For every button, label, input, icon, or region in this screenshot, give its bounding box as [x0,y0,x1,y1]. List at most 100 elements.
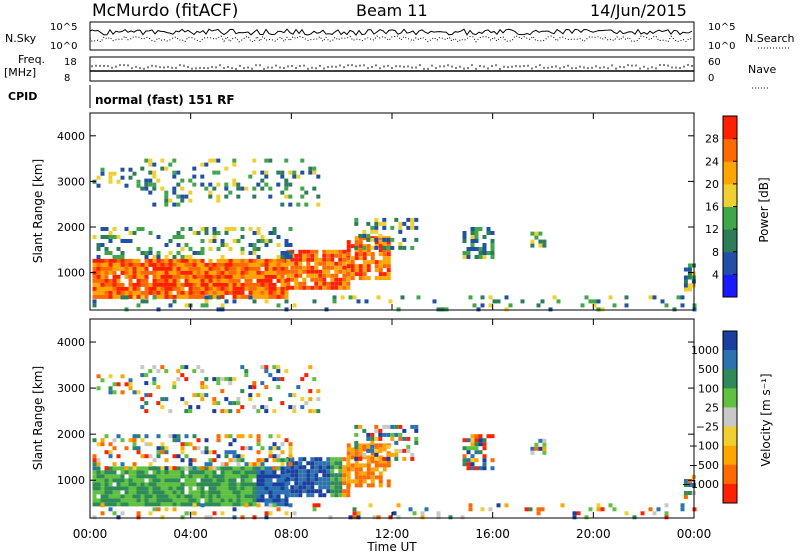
heatmap-cell [338,461,343,466]
heatmap-cell [132,282,137,287]
heatmap-cell [104,235,109,239]
heatmap-cell [204,515,209,520]
heatmap-cell [156,274,161,279]
heatmap-cell [366,448,371,453]
heatmap-cell [140,494,145,499]
heatmap-cell [256,278,261,283]
heatmap-cell [148,369,153,374]
heatmap-cell [664,511,669,516]
heatmap-cell [128,378,133,383]
heatmap-cell [184,365,189,370]
heatmap-cell [116,434,121,439]
heatmap-cell [276,243,281,247]
heatmap-cell [216,486,221,491]
heatmap-cell [542,450,547,455]
heatmap-cell [478,442,483,447]
colorbar-tick-label: 500 [698,363,719,376]
heatmap-cell [672,307,677,312]
heatmap-cell [104,282,109,287]
heatmap-cell [236,290,241,295]
heatmap-cell [346,268,351,273]
heatmap-cell [290,261,295,266]
heatmap-cell [292,174,297,179]
heatmap-cell [200,503,205,508]
heatmap-cell [362,260,367,265]
heatmap-cell [382,447,387,452]
heatmap-cell [683,287,688,292]
heatmap-cell [683,279,688,284]
nave-label: Nave [748,63,776,76]
heatmap-cell [228,401,233,406]
heatmap-cell [466,247,471,251]
heatmap-cell [204,385,209,390]
heatmap-cell [232,490,237,495]
heatmap-cell [256,282,261,287]
heatmap-cell [338,285,343,290]
heatmap-cell [378,240,383,245]
heatmap-cell [220,466,225,471]
heatmap-cell [374,436,379,441]
heatmap-cell [294,277,299,282]
heatmap-cell [300,377,305,382]
heatmap-cell [136,290,141,295]
heatmap-cell [334,281,339,286]
heatmap-cell [204,438,209,443]
heatmap-cell [358,424,363,429]
heatmap-cell [468,507,473,512]
heatmap-cell [176,202,181,207]
heatmap-cell [112,466,117,471]
heatmap-cell [144,255,149,259]
heatmap-cell [124,270,129,275]
heatmap-cell [608,503,613,508]
heatmap-cell [284,158,289,163]
heatmap-cell [326,457,331,462]
heatmap-cell [232,502,237,507]
heatmap-cell [314,481,319,486]
heatmap-cell [314,457,319,462]
heatmap-cell [308,170,313,175]
heatmap-cell [346,257,351,262]
heatmap-cell [160,490,165,495]
heatmap-cell [228,282,233,287]
heatmap-cell [148,498,153,503]
heatmap-cell [224,466,229,471]
freq-panel: Freq. [MHz] 18 8 60 0 Nave [4,53,776,89]
heatmap-cell [350,256,355,261]
heatmap-cell [300,170,305,175]
heatmap-cell [144,262,149,267]
heatmap-cell [382,467,387,472]
heatmap-cell [474,458,479,463]
heatmap-cell [140,405,145,410]
heatmap-cell [132,462,137,467]
heatmap-cell [280,286,285,291]
heatmap-cell [164,466,169,471]
heatmap-cell [326,477,331,482]
heatmap-cell [394,440,399,445]
heatmap-cell [204,490,209,495]
heatmap-cell [128,482,133,487]
heatmap-cell [276,498,281,503]
heatmap-cell [272,270,277,275]
heatmap-cell [184,442,189,447]
heatmap-cell [232,486,237,491]
heatmap-cell [192,251,197,255]
heatmap-cell [286,285,291,290]
heatmap-cell [192,466,197,471]
heatmap-cell [228,274,233,279]
heatmap-cell [388,299,393,304]
heatmap-cell [224,299,229,304]
heatmap-cell [108,482,113,487]
heatmap-cell [286,493,291,498]
heatmap-cell [310,257,315,262]
heatmap-cell [346,248,351,253]
heatmap-cell [200,270,205,275]
heatmap-cell [100,290,105,295]
heatmap-cell [396,515,401,520]
heatmap-cell [386,456,391,461]
heatmap-cell [172,255,177,259]
heatmap-cell [116,515,121,520]
heatmap-cell [216,247,221,251]
heatmap-cell [232,466,237,471]
heatmap-cell [112,446,117,451]
heatmap-cell [212,158,217,163]
